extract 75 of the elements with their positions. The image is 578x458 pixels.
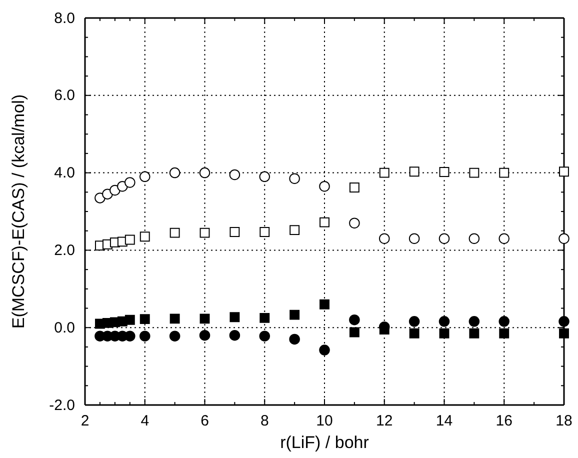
point: [124, 314, 135, 325]
point: [559, 166, 569, 177]
y-tick-label: 4.0: [54, 164, 75, 182]
point: [558, 316, 570, 327]
point: [140, 232, 150, 242]
point: [260, 227, 270, 237]
point: [439, 167, 450, 177]
y-tick-label: -2.0: [49, 396, 75, 414]
point: [349, 182, 360, 192]
point: [290, 225, 300, 236]
x-tick-label: 4: [140, 412, 150, 430]
point: [349, 327, 360, 338]
point: [290, 310, 300, 320]
point: [319, 344, 330, 356]
point: [170, 314, 180, 324]
point: [230, 312, 240, 322]
point: [139, 330, 150, 342]
point: [199, 167, 210, 178]
point: [124, 177, 136, 188]
point: [559, 328, 569, 338]
point: [408, 233, 420, 244]
point: [230, 227, 240, 237]
point: [468, 316, 480, 327]
point: [409, 166, 420, 177]
x-tick-label: 6: [200, 412, 209, 430]
x-tick-label: 18: [556, 412, 572, 430]
point: [320, 299, 330, 310]
point: [468, 233, 480, 244]
y-tick-label: 0.0: [54, 319, 75, 336]
point: [378, 233, 390, 244]
y-tick-label: 2.0: [54, 242, 75, 259]
x-tick-label: 2: [80, 412, 90, 430]
point: [319, 180, 330, 192]
point: [289, 334, 300, 345]
point: [438, 233, 450, 244]
point: [169, 330, 180, 342]
point: [139, 171, 150, 182]
point: [229, 330, 240, 341]
point: [124, 330, 136, 342]
point: [229, 169, 240, 180]
point: [439, 328, 450, 338]
x-axis-title: r(LiF) / bohr: [280, 433, 370, 452]
point: [438, 316, 450, 327]
point: [259, 171, 270, 182]
x-tick-label: 14: [436, 412, 453, 430]
y-tick-label: 8.0: [54, 10, 75, 27]
point: [499, 168, 510, 178]
point: [499, 328, 510, 338]
point: [379, 168, 390, 178]
point: [320, 217, 330, 228]
x-tick-label: 16: [496, 412, 512, 430]
x-tick-label: 12: [376, 412, 393, 430]
point: [259, 330, 270, 342]
point: [200, 228, 210, 238]
point: [349, 218, 360, 228]
y-axis-title: E(MCSCF)-E(CAS) / (kcal/mol): [9, 94, 28, 329]
point: [469, 168, 480, 178]
point: [409, 328, 420, 338]
x-tick-label: 10: [316, 412, 333, 430]
point: [170, 228, 180, 238]
point: [498, 233, 510, 244]
point: [140, 314, 150, 324]
y-tick-label: 6.0: [54, 87, 75, 104]
point: [408, 316, 420, 327]
x-tick-label: 8: [260, 412, 269, 430]
point: [289, 173, 300, 184]
point: [349, 314, 360, 326]
point: [558, 233, 570, 244]
point: [199, 330, 210, 341]
point: [200, 314, 210, 324]
point: [498, 316, 510, 327]
point: [469, 328, 480, 338]
point: [260, 312, 270, 323]
point: [169, 167, 180, 178]
point: [124, 234, 135, 245]
